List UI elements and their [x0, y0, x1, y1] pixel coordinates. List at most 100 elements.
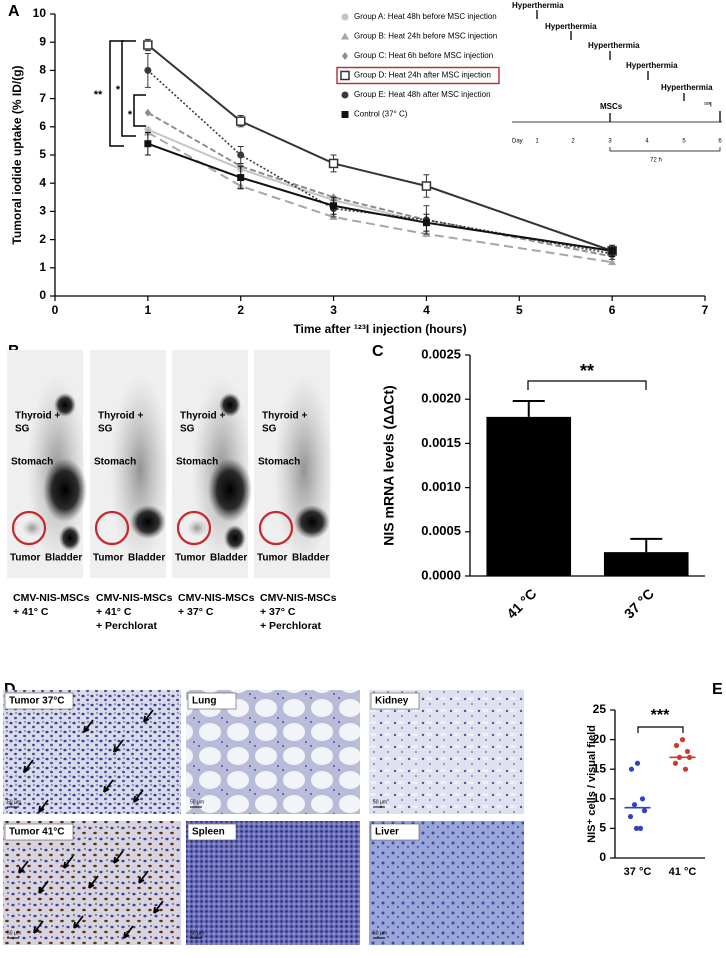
- arrow: [113, 739, 124, 753]
- legend-label: Control (37° C): [354, 110, 408, 119]
- bracket: [133, 94, 146, 127]
- arrow: [38, 799, 49, 813]
- significance-label: *: [128, 109, 133, 121]
- arrow: [38, 880, 49, 894]
- dot: [679, 737, 686, 743]
- y-tick-label: 8: [39, 63, 46, 77]
- y-tick-label: 7: [39, 91, 46, 105]
- arrow: [153, 900, 164, 914]
- significance-label: **: [580, 361, 594, 381]
- x-tick-label: 37 °C: [621, 585, 657, 621]
- dot: [627, 813, 634, 820]
- legend-marker: [342, 52, 348, 60]
- tumor-circle: [176, 510, 212, 546]
- uptake: [22, 519, 42, 537]
- marker: [144, 140, 152, 148]
- day-tick: 2: [571, 139, 575, 145]
- marker: [144, 66, 152, 74]
- y-tick-label: 0.0025: [421, 346, 461, 361]
- organ-label: Bladder: [128, 553, 165, 564]
- caption: + 41° C: [13, 606, 49, 618]
- caption: CMV-NIS-MSCs: [13, 592, 90, 604]
- uptake: [187, 519, 207, 537]
- arrow: [33, 920, 44, 934]
- legend-marker: [341, 32, 349, 40]
- y-tick-label: 0: [599, 850, 606, 864]
- arrow: [63, 855, 74, 869]
- bracket: [109, 40, 124, 147]
- caption: + 37° C: [260, 606, 296, 618]
- legend-label: Group A: Heat 48h before MSC injection: [354, 12, 497, 21]
- dot: [628, 766, 635, 772]
- fit-line: [147, 111, 613, 258]
- uptake: [130, 505, 166, 539]
- y-tick-label: 20: [593, 732, 607, 746]
- significance: [109, 40, 146, 147]
- histology-image: [186, 821, 360, 945]
- x-tick-label: 4: [423, 303, 430, 317]
- legend-marker: [341, 91, 349, 99]
- caption: CMV-NIS-MSCs: [260, 592, 337, 604]
- image-label-box: [4, 692, 74, 710]
- uptake: [294, 505, 330, 539]
- caption: CMV-NIS-MSCs: [96, 592, 173, 604]
- y-tick-label: 0: [39, 288, 46, 302]
- image-label: Tumor 37°C: [9, 696, 65, 707]
- significance-label: ***: [651, 707, 670, 724]
- event-label: Hyperthermia: [512, 1, 564, 10]
- significance-label: **: [94, 89, 103, 101]
- dot: [641, 808, 648, 814]
- organ-label: Thyroid +: [15, 411, 60, 422]
- legend-label: Group C: Heat 6h before MSC injection: [354, 51, 493, 60]
- organ-label: Tumor: [257, 553, 287, 564]
- image-label-box: [187, 823, 237, 841]
- dot: [631, 802, 638, 808]
- y-tick-label: 2: [39, 232, 46, 246]
- day-tick: 4: [645, 139, 649, 145]
- uptake: [224, 525, 246, 551]
- arrow: [73, 915, 84, 929]
- x-tick-label: 37 °C: [624, 866, 652, 878]
- dot: [634, 760, 641, 766]
- arrow: [133, 789, 144, 803]
- panel-label: C: [372, 343, 384, 360]
- dot: [672, 760, 679, 766]
- uptake: [54, 393, 76, 417]
- arrow: [18, 860, 29, 874]
- event-label: MSCs: [600, 102, 623, 111]
- caption: + Perchlorat: [260, 620, 321, 632]
- organ-label: Stomach: [176, 457, 218, 468]
- legend-marker: [341, 111, 349, 118]
- marker: [328, 158, 339, 169]
- day-label: Day: [512, 139, 523, 145]
- day-tick: 5: [682, 139, 686, 145]
- image-label: Liver: [375, 827, 399, 838]
- image-label-box: [4, 823, 74, 841]
- organ-label: Bladder: [45, 553, 82, 564]
- duration-label: 72 h: [650, 158, 662, 164]
- y-tick-label: 0.0020: [421, 391, 461, 406]
- error-bar: [512, 399, 545, 417]
- uptake: [59, 525, 81, 551]
- x-tick-label: 41 °C: [503, 585, 539, 621]
- day-tick: 3: [608, 139, 612, 145]
- scintigraphy-panel: Thyroid + SG Stomach Tumor Bladder CMV-NIS-MS…: [7, 350, 337, 632]
- y-tick-label: 0.0005: [421, 523, 461, 538]
- y-tick-label: 10: [593, 791, 607, 805]
- organ-label: Stomach: [258, 457, 300, 468]
- organ-label: Tumor: [93, 553, 123, 564]
- image-label-box: [187, 692, 237, 710]
- organ-label: Bladder: [210, 553, 247, 564]
- panel-label: A: [8, 3, 20, 20]
- event-label: Hyperthermia: [545, 22, 597, 31]
- day-tick: 1: [535, 139, 539, 145]
- image-label: Tumor 41°C: [9, 827, 65, 838]
- marker: [144, 108, 151, 117]
- organ-label: Stomach: [11, 457, 53, 468]
- bracket: [637, 726, 684, 733]
- x-tick-label: 2: [237, 303, 244, 317]
- y-tick-label: 25: [593, 702, 607, 716]
- bar: [603, 552, 689, 576]
- scale-label: 50 µm: [7, 799, 21, 805]
